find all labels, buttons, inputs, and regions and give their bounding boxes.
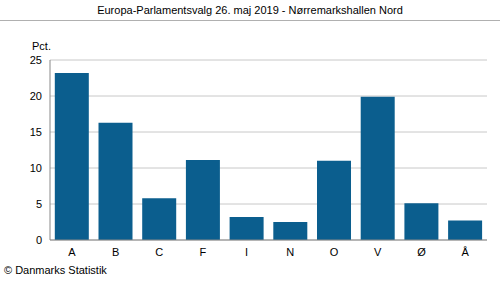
svg-text:N: N bbox=[286, 246, 294, 258]
svg-text:5: 5 bbox=[36, 198, 42, 210]
svg-text:15: 15 bbox=[30, 126, 42, 138]
html-text:© Danmarks Statistik: © Danmarks Statistik bbox=[4, 264, 107, 276]
svg-text:C: C bbox=[155, 246, 163, 258]
svg-text:B: B bbox=[112, 246, 119, 258]
html-text:Europa-Parlamentsvalg 26. maj: Europa-Parlamentsvalg 26. maj 2019 - Nør… bbox=[97, 4, 403, 16]
svg-text:O: O bbox=[330, 246, 339, 258]
html-text:Pct.: Pct. bbox=[32, 40, 51, 52]
svg-text:Å: Å bbox=[461, 246, 469, 258]
svg-text:20: 20 bbox=[30, 90, 42, 102]
svg-text:10: 10 bbox=[30, 162, 42, 174]
svg-text:I: I bbox=[245, 246, 248, 258]
svg-text:Ø: Ø bbox=[417, 246, 426, 258]
svg-text:0: 0 bbox=[36, 234, 42, 246]
svg-text:A: A bbox=[68, 246, 76, 258]
svg-text:V: V bbox=[374, 246, 382, 258]
svg-text:F: F bbox=[200, 246, 207, 258]
svg-text:25: 25 bbox=[30, 54, 42, 66]
